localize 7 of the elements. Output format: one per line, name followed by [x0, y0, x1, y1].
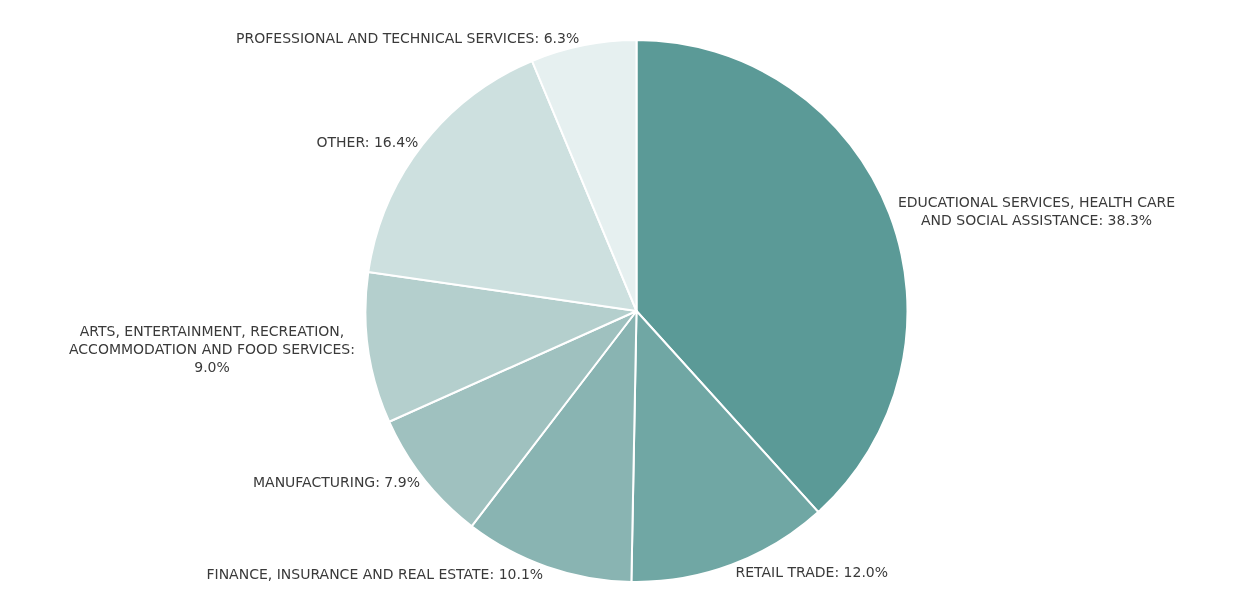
slice-label: FINANCE, INSURANCE AND REAL ESTATE: 10.1% [206, 565, 544, 582]
slice-label: RETAIL TRADE: 12.0% [735, 563, 889, 580]
slice-label: PROFESSIONAL AND TECHNICAL SERVICES: 6.3% [236, 29, 580, 46]
slice-label: EDUCATIONAL SERVICES, HEALTH CARE AND SOCIAL ASSISTANCE: 38.3% [897, 194, 1176, 229]
slice-label: MANUFACTURING: 7.9% [252, 474, 420, 491]
slice-label: ARTS, ENTERTAINMENT, RECREATION, ACCOMMODATION AND FOOD SERVICES: 9.0% [69, 322, 355, 376]
slice-label: OTHER: 16.4% [316, 133, 419, 150]
